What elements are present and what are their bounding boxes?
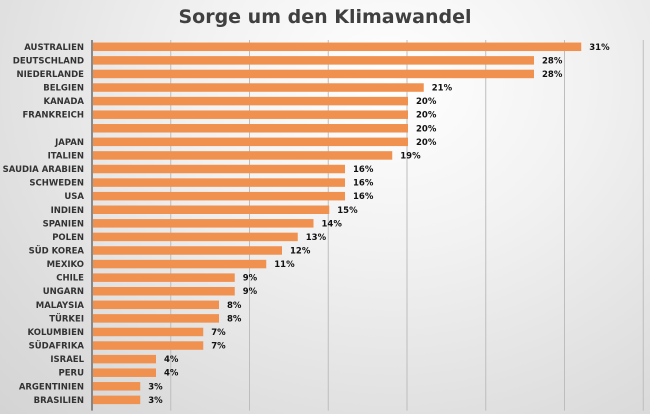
- bar: [93, 83, 424, 92]
- category-label: DEUTSCHLAND: [13, 56, 84, 66]
- bar: [93, 327, 204, 337]
- category-label: ISRAEL: [50, 355, 84, 365]
- category-label: TÜRKEI: [49, 313, 84, 324]
- data-label: 8%: [227, 301, 242, 311]
- bar: [93, 259, 267, 269]
- data-label: 9%: [243, 274, 258, 284]
- category-label: BRASILIEN: [34, 396, 84, 406]
- data-label: 11%: [274, 260, 295, 270]
- bar: [93, 178, 345, 187]
- category-label: KOLUMBIEN: [28, 328, 84, 338]
- category-label: INDIEN: [51, 206, 84, 216]
- bar: [93, 137, 408, 147]
- data-label: 20%: [416, 138, 437, 148]
- bar: [93, 219, 314, 228]
- data-label: 20%: [416, 111, 437, 121]
- category-label: KANADA: [44, 97, 85, 107]
- data-label: 20%: [416, 124, 437, 134]
- bar: [93, 191, 345, 201]
- data-label: 16%: [353, 192, 374, 202]
- data-label: 12%: [290, 246, 311, 256]
- bar: [93, 300, 219, 310]
- category-label: MALAYSIA: [36, 301, 85, 311]
- category-label: ARGENTINIEN: [19, 382, 84, 392]
- data-label: 31%: [589, 43, 610, 53]
- chart-title: Sorge um den Klimawandel: [178, 6, 472, 28]
- data-label: 9%: [243, 287, 258, 297]
- data-label: 3%: [148, 396, 163, 406]
- category-label: BELGIEN: [43, 84, 84, 94]
- data-label: 16%: [353, 165, 374, 175]
- data-label: 20%: [416, 97, 437, 107]
- bar: [93, 110, 408, 119]
- category-label: UNGARN: [43, 287, 84, 297]
- data-label: 21%: [432, 84, 453, 94]
- bar: [93, 232, 298, 242]
- data-label: 14%: [322, 219, 343, 229]
- bar: [93, 96, 408, 106]
- bar: [93, 382, 141, 391]
- data-label: 7%: [211, 342, 226, 352]
- category-label: SÜD KOREA: [29, 245, 85, 256]
- category-label: PERU: [59, 369, 85, 379]
- bar: [93, 354, 156, 364]
- bar: [93, 124, 408, 133]
- category-label: SAUDIA ARABIEN: [3, 165, 84, 175]
- bar: [93, 56, 534, 65]
- category-label: SPANIEN: [43, 219, 84, 229]
- bar: [93, 42, 582, 52]
- data-label: 7%: [211, 328, 226, 338]
- category-label: AUSTRALIEN: [24, 43, 84, 53]
- bar: [93, 286, 235, 296]
- data-label: 4%: [164, 355, 179, 365]
- bar: [93, 395, 141, 405]
- data-label: 4%: [164, 369, 179, 379]
- category-label: SCHWEDEN: [29, 179, 84, 189]
- data-label: 15%: [337, 206, 358, 216]
- category-label: ITALIEN: [48, 151, 84, 161]
- category-label: CHILE: [56, 274, 84, 284]
- data-label: 16%: [353, 179, 374, 189]
- bar: [93, 205, 330, 214]
- bar: [93, 273, 235, 282]
- category-label: FRANKREICH: [23, 111, 85, 121]
- data-label: 8%: [227, 314, 242, 324]
- category-label: USA: [64, 192, 84, 202]
- bar: [93, 368, 156, 377]
- category-label: MEXIKO: [47, 260, 84, 270]
- bar: [93, 246, 282, 255]
- bar: [93, 341, 204, 350]
- data-label: 13%: [306, 233, 327, 243]
- bar: [93, 151, 393, 160]
- data-label: 28%: [542, 70, 563, 80]
- data-label: 3%: [148, 382, 163, 392]
- category-label: JAPAN: [54, 138, 84, 148]
- bar: [93, 164, 345, 174]
- category-label: NIEDERLANDE: [17, 70, 85, 80]
- bar: [93, 69, 534, 79]
- data-label: 28%: [542, 56, 563, 66]
- category-label: SÜDAFRIKA: [29, 341, 85, 352]
- category-label: POLEN: [52, 233, 84, 243]
- bar: [93, 314, 219, 323]
- data-label: 19%: [400, 151, 421, 161]
